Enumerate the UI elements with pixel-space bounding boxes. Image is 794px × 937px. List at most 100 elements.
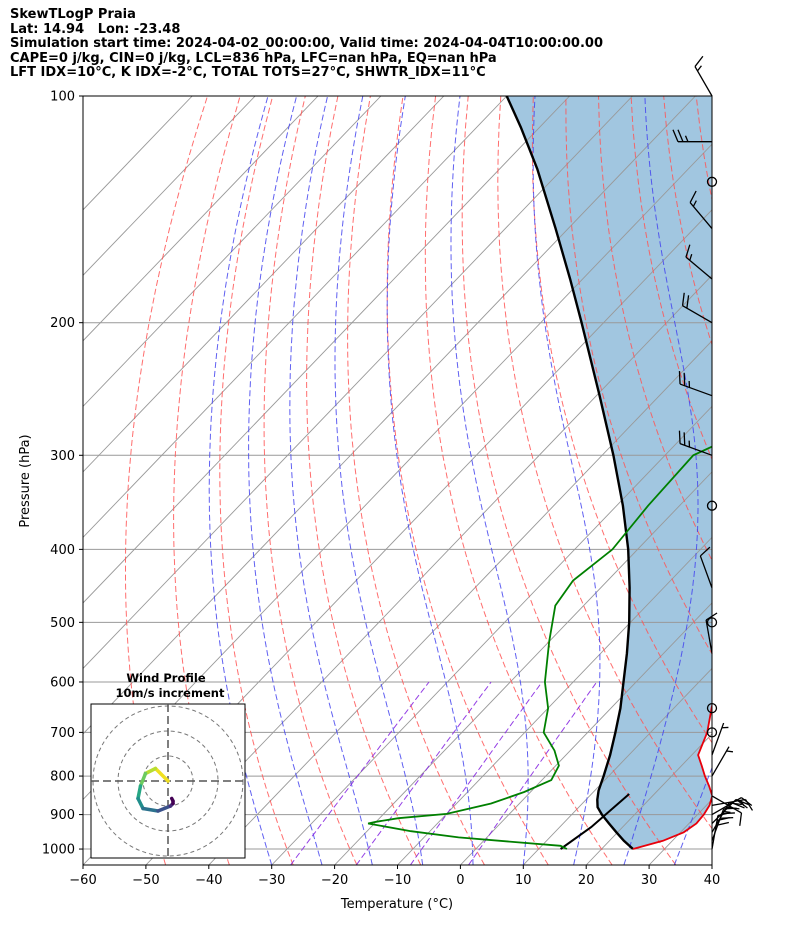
barb-full [732, 802, 745, 809]
moist-adiabat-line [289, 96, 373, 865]
hodograph-plot [91, 704, 245, 858]
moist-adiabat-line [334, 96, 424, 865]
wind-barbs [672, 55, 754, 850]
y-tick-label: 800 [50, 770, 75, 785]
dry-adiabat-line [306, 96, 422, 865]
wind-barb [672, 129, 712, 143]
isotherm-line [585, 733, 712, 865]
hodograph-inset: Wind Profile 10m/s increment [90, 671, 246, 859]
dewpoint-line [367, 445, 712, 850]
barb-full [744, 799, 754, 811]
y-tick-label: 200 [50, 316, 75, 331]
time-line: Simulation start time: 2024-04-02_00:00:… [10, 36, 603, 52]
isotherm-line [334, 471, 712, 865]
dry-adiabat-line [729, 96, 794, 865]
hodograph-segment [156, 804, 173, 813]
dry-adiabat-line [531, 96, 712, 744]
moist-adiabat-line [532, 96, 601, 865]
barb-half [696, 65, 702, 72]
x-tick-label: −20 [321, 873, 348, 888]
barb-full [686, 295, 690, 309]
dry-adiabat-line [761, 96, 794, 865]
wind-barb [711, 722, 729, 756]
wind-barb [711, 798, 754, 811]
barb-half [726, 750, 734, 753]
wind-calm-marker [706, 703, 718, 714]
isotherm-line [83, 96, 508, 539]
axis-ticks: −60 −50 −40 −30 −20 −10 0 10 20 30 40 100 200 300 400 5… [42, 90, 720, 889]
isotherm-line [83, 96, 633, 670]
x-tick-label: −40 [195, 873, 222, 888]
y-tick-label: 500 [50, 616, 75, 631]
y-tick-label: 100 [50, 90, 75, 105]
barb-full [705, 612, 718, 621]
barb-staff [705, 619, 713, 654]
hodograph-segment [141, 806, 160, 813]
isotherm-line [83, 96, 570, 604]
mixing-ratio-line [409, 681, 543, 865]
barb-staff [699, 555, 713, 589]
indices-line-2: LFT IDX=10°C, K IDX=-2°C, TOTAL TOTS=27°… [10, 65, 486, 81]
wind-barb [678, 371, 713, 397]
barb-staff [685, 256, 713, 280]
y-tick-label: 400 [50, 543, 75, 558]
wind-barb [685, 244, 713, 280]
barb-full [683, 432, 686, 446]
hodograph-title: Wind Profile [126, 671, 206, 685]
wind-calm-marker [706, 727, 718, 738]
x-tick-label: −50 [132, 873, 159, 888]
x-tick-label: 0 [456, 873, 464, 888]
hodograph-segment [136, 784, 143, 801]
barb-staff [679, 443, 713, 456]
barb-staff [694, 66, 713, 97]
barb-full [683, 372, 686, 386]
wind-calm-marker [706, 176, 718, 187]
wind-calm-marker [706, 617, 718, 628]
wind-barb [711, 746, 734, 777]
hodograph-segment [136, 796, 145, 811]
cape-shade-layer [506, 96, 712, 849]
moist-adiabat-line [208, 96, 273, 865]
wind-barb [711, 795, 743, 826]
wind-barb [694, 55, 713, 97]
hodograph-segment [153, 766, 170, 783]
moist-adiabat-line [725, 96, 794, 865]
x-tick-label: 40 [704, 873, 721, 888]
temperature-line [632, 702, 712, 850]
hodograph-subtitle: 10m/s increment [116, 686, 225, 700]
barb-full [699, 546, 711, 557]
profile-layer [367, 96, 712, 850]
barb-staff [711, 795, 742, 814]
mixing-ratio-line [468, 681, 598, 865]
moist-adiabat-line [386, 96, 474, 865]
wind-barb [678, 430, 713, 456]
x-tick-label: −10 [384, 873, 411, 888]
dry-adiabat-line [565, 96, 712, 655]
parcel-line [505, 96, 634, 850]
isotherm-line [83, 96, 382, 408]
barb-full [677, 129, 684, 142]
dry-adiabat-line [598, 96, 712, 562]
x-tick-label: 10 [515, 873, 532, 888]
x-tick-label: 20 [578, 873, 595, 888]
barb-half [692, 200, 697, 207]
wind-barb [705, 612, 718, 654]
x-tick-label: 30 [641, 873, 658, 888]
y-tick-label: 700 [50, 726, 75, 741]
dry-adiabat-line [497, 96, 712, 830]
moist-adiabat-line [248, 96, 323, 865]
title-line: SkewTLogP Praia [10, 7, 136, 22]
y-tick-label: 900 [50, 808, 75, 823]
x-tick-label: −60 [69, 873, 96, 888]
barb-full [678, 430, 681, 444]
isotherm-line [145, 274, 712, 865]
barb-staff [711, 746, 730, 777]
mixing-ratio-line [290, 681, 430, 865]
barb-staff [711, 802, 730, 833]
dry-adiabat-line [263, 96, 358, 865]
isotherm-line [83, 96, 319, 342]
chart-header: SkewTLogP Praia Lat: 14.94 Lon: -23.48 S… [10, 7, 603, 81]
isotherm-line [522, 667, 712, 865]
barb-half [684, 135, 689, 142]
